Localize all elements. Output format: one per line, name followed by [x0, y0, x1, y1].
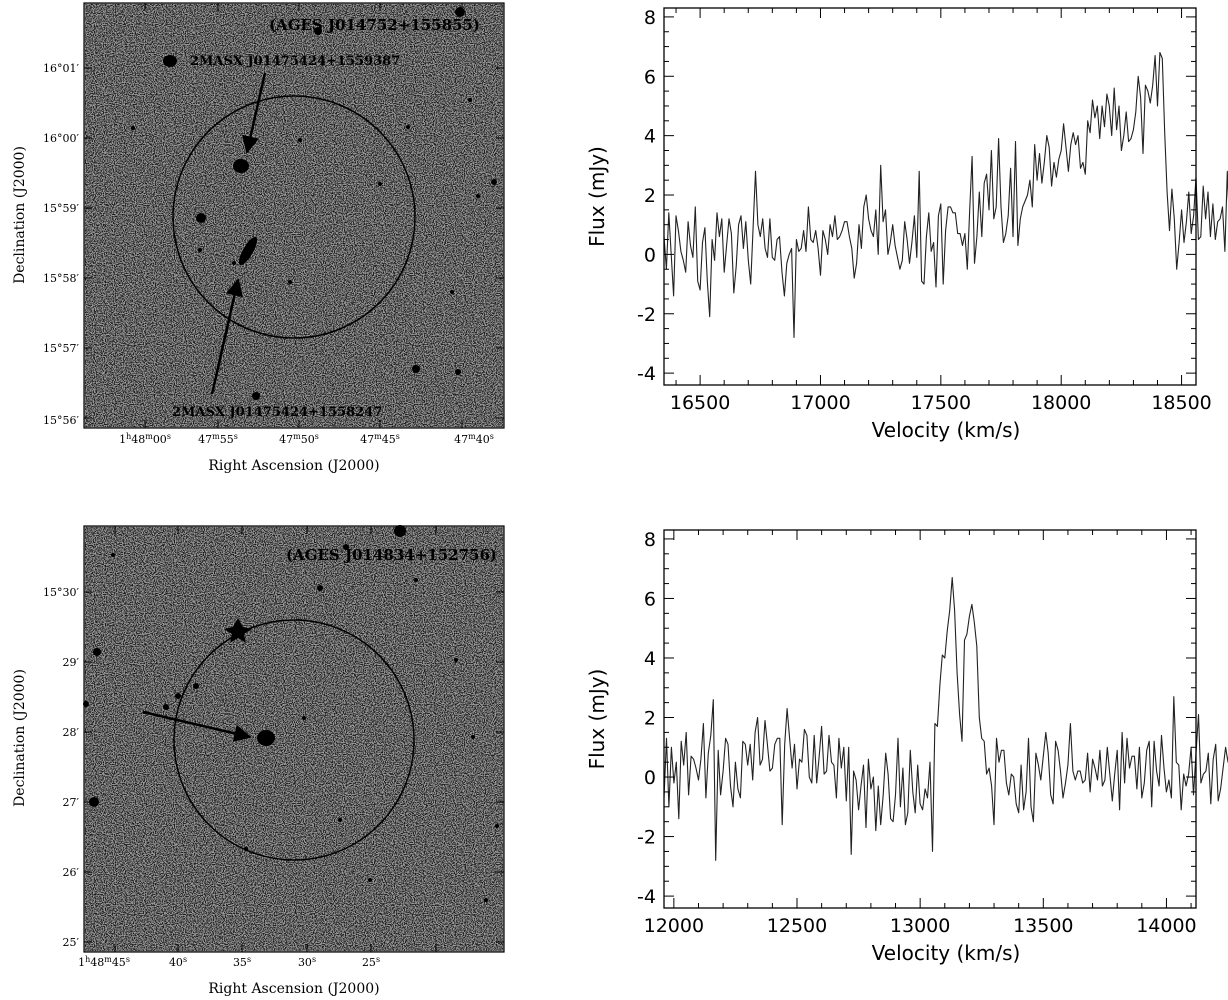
ra-tick-label: 25s — [362, 955, 380, 969]
image-ylabel: Declination (J2000) — [12, 146, 28, 284]
ra-tick-label: 47m40s — [454, 432, 494, 446]
dec-ticks — [84, 591, 504, 943]
dec-tick-label: 25′ — [63, 936, 80, 949]
y-tick-label: 6 — [644, 66, 656, 88]
ra-tick-label: 47m50s — [279, 432, 319, 446]
image-noise — [85, 4, 503, 427]
y-tick-label: 8 — [644, 529, 656, 551]
spectrum-ylabel: Flux (mJy) — [585, 146, 609, 247]
dec-ticks — [84, 67, 504, 419]
y-tick-label: 0 — [644, 244, 656, 266]
y-tick-label: -4 — [637, 886, 656, 908]
spectrum-bottom: 12000 12500 13000 13500 14000 -4 -2 0 2 4 6 8 Veloci… — [585, 529, 1228, 965]
ra-tick-labels: 1h48m00s 47m55s 47m50s 47m45s 47m40s — [119, 432, 494, 446]
annotation-label: 2MASX J01475424+1559387 — [190, 54, 400, 69]
y-tick-label: -2 — [637, 827, 656, 849]
dec-tick-label: 16°00′ — [43, 132, 79, 145]
ra-tick-label: 47m55s — [198, 432, 238, 446]
spectrum-line — [663, 577, 1228, 861]
field-sources — [83, 525, 499, 902]
image-xlabel: Right Ascension (J2000) — [208, 981, 379, 997]
dec-tick-label: 15°57′ — [43, 342, 79, 355]
annotation-arrow — [241, 72, 267, 154]
y-tick-label: 4 — [644, 648, 656, 670]
image-title: (AGES J014834+152756) — [286, 546, 497, 564]
x-tick-label: 17000 — [790, 392, 850, 414]
ra-ticks — [114, 526, 437, 952]
annotation-arrow — [142, 710, 252, 742]
y-tick-label: 8 — [644, 7, 656, 29]
sky-image-top: (AGES J014752+155855) 2MASX J01475424+15… — [12, 2, 505, 474]
spectrum-line — [663, 51, 1228, 339]
ra-tick-label: 1h48m45s — [78, 955, 130, 969]
annotation-label: 2MASX J01475424+1558247 — [172, 405, 382, 420]
dec-tick-label: 26′ — [63, 866, 80, 879]
dec-tick-label: 28′ — [63, 726, 80, 739]
dec-tick-label: 27′ — [63, 796, 80, 809]
spectrum-xlabel: Velocity (km/s) — [872, 941, 1021, 965]
dec-tick-label: 16°01′ — [43, 62, 79, 75]
x-tick-label: 12500 — [767, 915, 827, 937]
y-tick-label: -4 — [637, 363, 656, 385]
y-tick-label: 4 — [644, 126, 656, 148]
ra-tick-label: 35s — [233, 955, 251, 969]
x-tick-label: 17500 — [911, 392, 971, 414]
x-tick-label: 18000 — [1031, 392, 1091, 414]
ra-tick-label: 40s — [169, 955, 187, 969]
y-tick-label: 2 — [644, 185, 656, 207]
spectrum-top: 16500 17000 17500 18000 18500 -4 -2 0 2 4 6 8 Veloci… — [585, 7, 1228, 442]
ra-ticks — [144, 3, 463, 428]
image-ylabel: Declination (J2000) — [12, 669, 28, 807]
dec-tick-labels: 15°30′ 29′ 28′ 27′ 26′ 25′ — [43, 586, 79, 949]
x-tick-label: 18500 — [1151, 392, 1211, 414]
spectrum-ylabel: Flux (mJy) — [585, 669, 609, 770]
ra-tick-labels: 1h48m45s 40s 35s 30s 25s — [78, 955, 380, 969]
dec-tick-label: 29′ — [63, 656, 80, 669]
beam-circle — [173, 619, 415, 861]
spectrum-frame — [663, 7, 1197, 386]
spectrum-xlabel: Velocity (km/s) — [872, 418, 1021, 442]
dec-tick-labels: 16°01′ 16°00′ 15°59′ 15°58′ 15°57′ 15°56… — [43, 62, 79, 427]
image-xlabel: Right Ascension (J2000) — [208, 458, 379, 474]
ra-tick-label: 47m45s — [360, 432, 400, 446]
x-tick-label: 13500 — [1013, 915, 1073, 937]
annotation-arrow — [210, 278, 244, 395]
ra-tick-label: 1h48m00s — [119, 432, 171, 446]
field-sources — [131, 7, 497, 400]
x-tick-label: 14000 — [1136, 915, 1196, 937]
dec-tick-label: 15°59′ — [43, 202, 79, 215]
dec-tick-label: 15°58′ — [43, 272, 79, 285]
image-noise — [85, 527, 503, 951]
beam-circle — [172, 95, 416, 339]
y-tick-label: 0 — [644, 767, 656, 789]
dec-tick-label: 15°30′ — [43, 586, 79, 599]
x-tick-label: 12000 — [644, 915, 704, 937]
y-tick-label: 6 — [644, 588, 656, 610]
x-tick-label: 16500 — [670, 392, 730, 414]
spectrum-frame — [663, 529, 1197, 909]
y-tick-label: 2 — [644, 708, 656, 730]
y-tick-label: -2 — [637, 304, 656, 326]
image-title: (AGES J014752+155855) — [269, 16, 480, 34]
ra-tick-label: 30s — [298, 955, 316, 969]
x-tick-label: 13000 — [890, 915, 950, 937]
dec-tick-label: 15°56′ — [43, 414, 79, 427]
sky-image-bottom: (AGES J014834+152756) 1h48m45s 40s 35s 3… — [12, 525, 505, 997]
